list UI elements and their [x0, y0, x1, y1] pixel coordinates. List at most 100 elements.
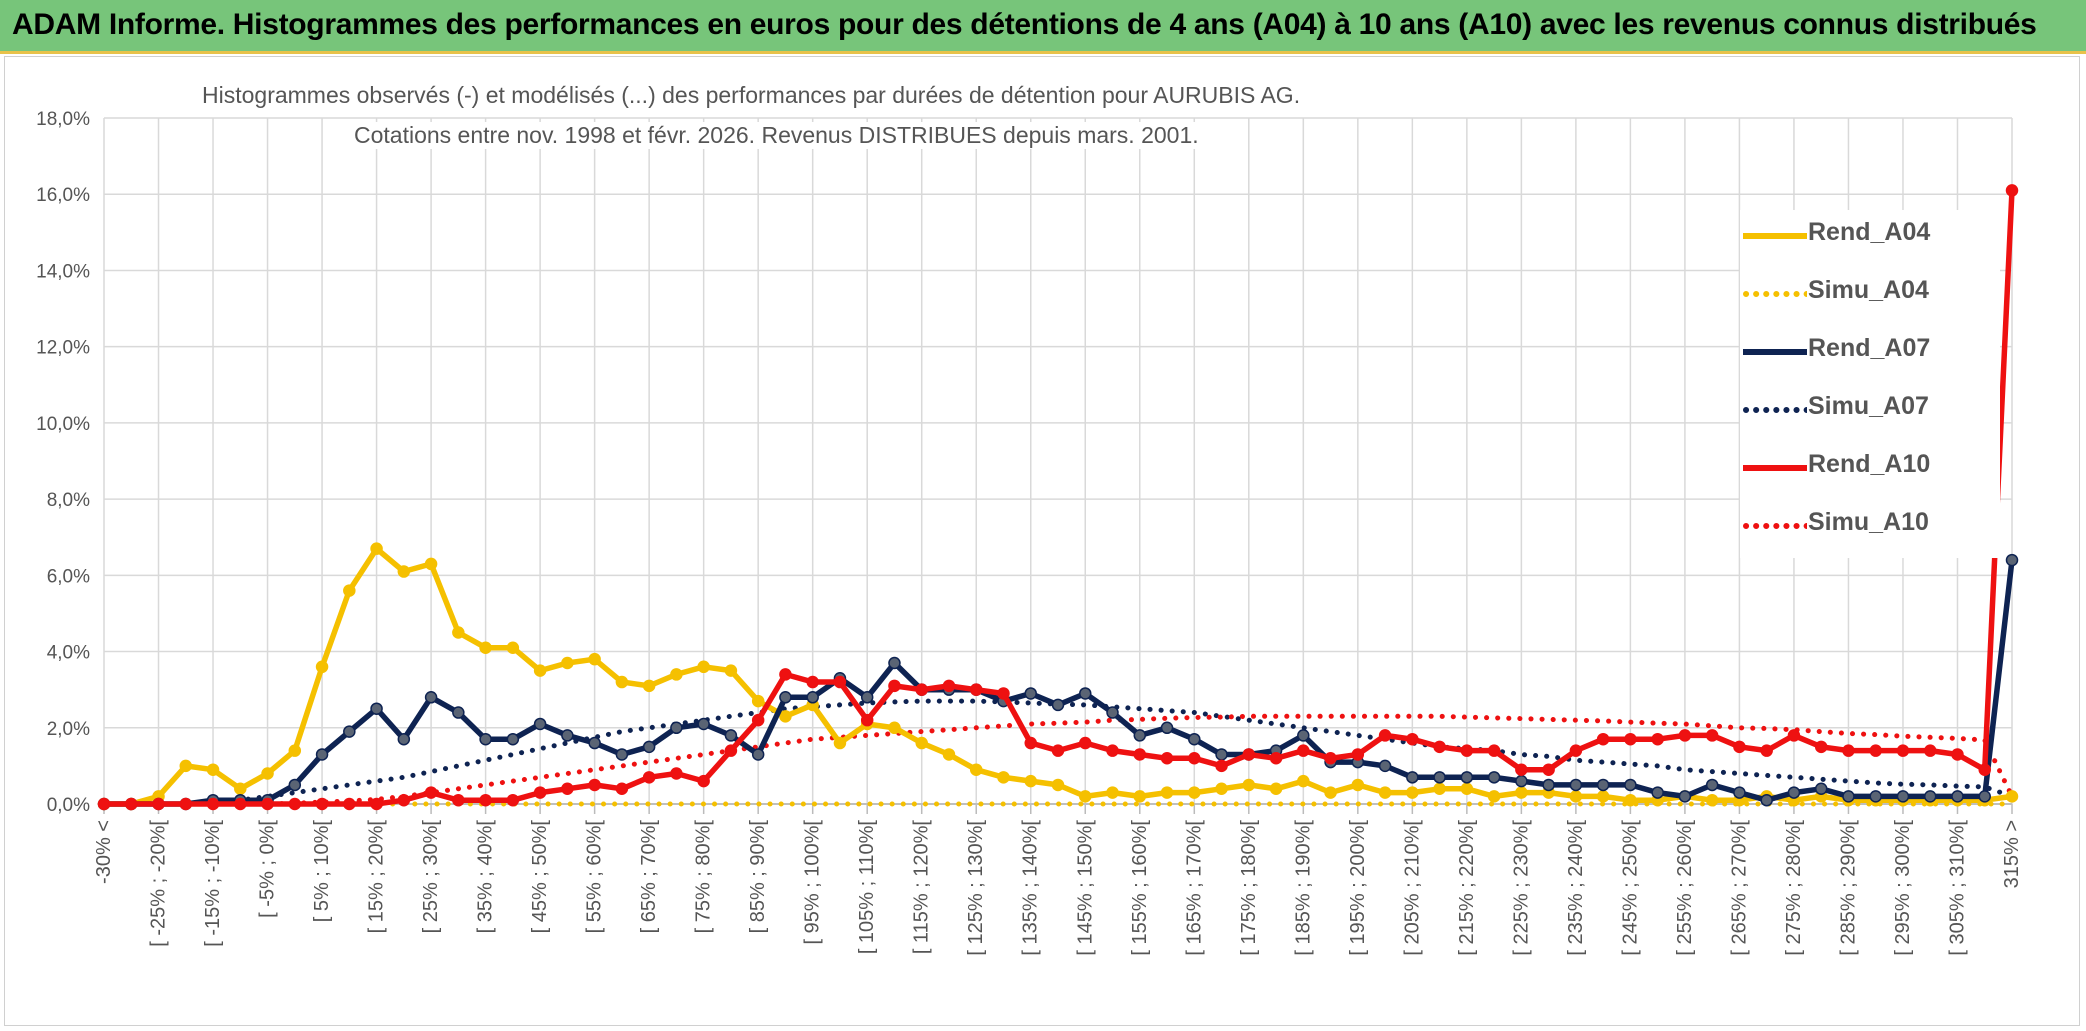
data-point-rend-a10	[1160, 752, 1174, 765]
x-tick-label: [ 5% ; 10%[	[311, 820, 333, 923]
data-point-rend-a07	[1460, 771, 1474, 784]
data-point-rend-a07	[1133, 729, 1147, 742]
x-tick-label: [ 265% ; 270%[	[1728, 820, 1750, 956]
legend-swatch	[1743, 233, 1807, 239]
data-point-rend-a10	[779, 668, 792, 681]
data-point-rend-a10	[1378, 729, 1392, 742]
data-point-rend-a10	[343, 797, 356, 811]
legend-item-simu-a07: Simu_A07	[1740, 384, 2000, 442]
data-point-rend-a10	[2005, 184, 2019, 197]
x-tick-label: -30% <	[93, 820, 115, 884]
legend-item-simu-a10: Simu_A10	[1740, 500, 2000, 558]
data-point-rend-a07	[1651, 786, 1664, 799]
x-tick-label: 315% >	[2001, 820, 2023, 888]
data-point-rend-a10	[1433, 740, 1446, 754]
data-point-rend-a10	[1569, 744, 1583, 757]
data-point-rend-a10	[1978, 763, 1991, 776]
data-point-rend-a10	[615, 782, 629, 796]
data-point-rend-a04	[1024, 774, 1037, 788]
data-point-rend-a07	[1814, 782, 1828, 796]
legend-label: Simu_A10	[1808, 508, 1929, 536]
chart-title-line2: Cotations entre nov. 1998 et févr. 2026.…	[350, 122, 1203, 149]
data-point-rend-a10	[1297, 744, 1310, 757]
data-point-rend-a10	[1923, 744, 1937, 757]
data-point-rend-a10	[1079, 736, 1092, 750]
data-point-rend-a10	[1406, 732, 1419, 746]
data-point-rend-a07	[1678, 790, 1692, 803]
data-point-rend-a04	[1188, 786, 1201, 799]
data-point-rend-a07	[1515, 774, 1528, 788]
data-point-rend-a07	[315, 748, 329, 761]
x-tick-label: [ -25% ; -20%[	[148, 820, 170, 947]
data-point-rend-a04	[1460, 782, 1474, 796]
x-tick-label: [ 45% ; 50%[	[529, 820, 551, 934]
data-point-rend-a07	[1024, 687, 1037, 700]
data-point-rend-a04	[234, 782, 247, 796]
data-point-rend-a04	[2005, 790, 2019, 803]
data-point-rend-a10	[724, 744, 738, 757]
data-point-rend-a07	[424, 691, 438, 704]
x-tick-label: [ 295% ; 300%[	[1892, 820, 1914, 956]
x-tick-label: [ 255% ; 260%[	[1674, 820, 1696, 956]
data-point-rend-a07	[1569, 778, 1583, 792]
data-point-rend-a04	[261, 767, 274, 780]
data-point-rend-a04	[1406, 786, 1419, 799]
data-point-rend-a04	[1515, 786, 1528, 799]
data-point-rend-a10	[670, 767, 683, 780]
legend-swatch	[1743, 291, 1807, 297]
data-point-rend-a04	[397, 565, 411, 578]
data-point-rend-a10	[1869, 744, 1882, 757]
data-point-rend-a07	[1188, 732, 1201, 746]
data-point-rend-a07	[888, 656, 901, 670]
legend-label: Rend_A07	[1808, 334, 1931, 362]
data-point-rend-a07	[779, 691, 792, 704]
data-point-rend-a10	[1188, 752, 1201, 765]
data-point-rend-a10	[234, 797, 247, 811]
data-point-rend-a10	[1842, 744, 1855, 757]
data-point-rend-a04	[642, 679, 656, 693]
y-tick-label: 4,0%	[47, 643, 90, 664]
x-tick-label: [ 155% ; 160%[	[1129, 820, 1151, 956]
data-point-rend-a10	[806, 675, 819, 689]
data-point-rend-a10	[1651, 732, 1664, 746]
legend-label: Rend_A04	[1808, 218, 1931, 246]
data-point-rend-a10	[1542, 763, 1555, 776]
data-point-rend-a10	[1760, 744, 1773, 757]
y-tick-label: 18,0%	[36, 109, 90, 130]
chart-frame	[4, 56, 2080, 1026]
data-point-rend-a07	[860, 691, 874, 704]
data-point-rend-a07	[1787, 786, 1801, 799]
data-point-rend-a10	[261, 797, 274, 811]
legend-swatch	[1743, 349, 1807, 355]
data-point-rend-a10	[1051, 744, 1065, 757]
data-point-rend-a10	[1678, 729, 1692, 742]
data-point-rend-a10	[1215, 759, 1228, 773]
data-point-rend-a10	[152, 797, 165, 811]
data-point-rend-a10	[1814, 740, 1828, 754]
data-point-rend-a07	[1487, 771, 1501, 784]
data-point-rend-a07	[1215, 748, 1228, 761]
data-point-rend-a04	[315, 660, 329, 674]
data-point-rend-a04	[1242, 778, 1256, 792]
legend-swatch	[1743, 523, 1807, 529]
legend-item-simu-a04: Simu_A04	[1740, 268, 2000, 326]
data-point-rend-a04	[1569, 790, 1583, 803]
data-point-rend-a07	[1542, 778, 1555, 792]
legend-item-rend-a10: Rend_A10	[1740, 442, 2000, 500]
data-point-rend-a04	[1705, 793, 1719, 807]
data-point-rend-a10	[1787, 729, 1801, 742]
data-point-rend-a07	[1106, 706, 1119, 719]
data-point-rend-a04	[779, 710, 792, 723]
data-point-rend-a10	[370, 797, 383, 811]
data-point-rend-a10	[697, 774, 710, 788]
data-point-rend-a04	[670, 668, 683, 681]
x-tick-label: [ -15% ; -10%[	[202, 820, 224, 947]
data-point-rend-a10	[1896, 744, 1910, 757]
data-point-rend-a10	[1106, 744, 1119, 757]
data-point-rend-a07	[1869, 790, 1882, 803]
x-tick-label: [ 125% ; 130%[	[965, 820, 987, 956]
data-point-rend-a10	[1133, 748, 1147, 761]
x-tick-label: [ 305% ; 310%[	[1946, 820, 1968, 956]
data-point-rend-a07	[724, 729, 738, 742]
x-tick-label: [ 165% ; 170%[	[1183, 820, 1205, 956]
